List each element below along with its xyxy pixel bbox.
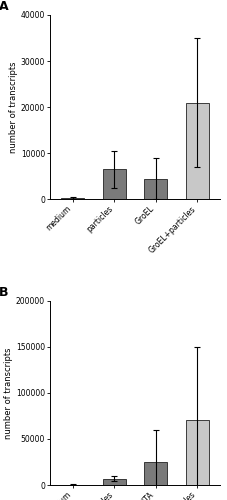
Bar [186, 420, 209, 485]
Text: B: B [0, 286, 8, 299]
Bar [61, 198, 84, 200]
Bar [144, 178, 167, 200]
Bar [144, 462, 167, 485]
Bar [186, 102, 209, 200]
Text: A: A [0, 0, 8, 14]
Y-axis label: number of transcripts: number of transcripts [4, 347, 13, 438]
Y-axis label: number of transcripts: number of transcripts [9, 62, 18, 153]
Bar [103, 170, 126, 200]
Bar [103, 478, 126, 485]
